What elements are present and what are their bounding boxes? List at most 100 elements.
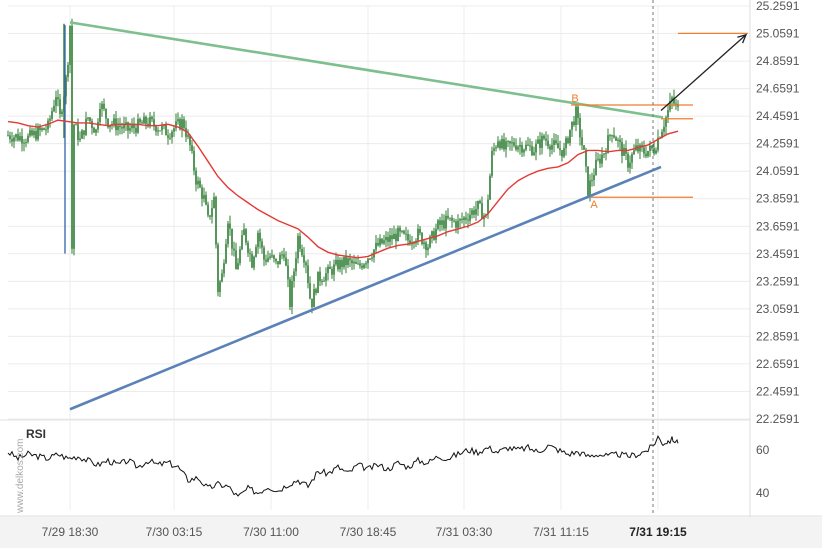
candle-body	[467, 219, 469, 221]
candle-body	[283, 254, 285, 258]
candle-body	[91, 120, 93, 128]
y-tick-label: 24.2591	[756, 137, 800, 151]
candle-body	[287, 265, 289, 280]
candle-body	[231, 228, 233, 249]
candle-body	[351, 260, 353, 264]
candle-body	[291, 281, 293, 307]
candle-body	[263, 247, 265, 260]
candle-body	[165, 124, 167, 136]
x-tick-label: 7/31 19:15	[629, 525, 687, 539]
candle-body	[469, 214, 471, 221]
candle-body	[11, 139, 13, 142]
x-tick-label: 7/30 03:15	[146, 525, 203, 539]
y-tick-label: 23.0591	[756, 302, 800, 316]
candle-body	[473, 210, 475, 215]
y-tick-label: 24.6591	[756, 82, 800, 96]
candle-body	[323, 280, 325, 282]
candle-body	[377, 242, 379, 246]
candle-body	[527, 144, 529, 146]
candle-body	[155, 125, 157, 132]
candle-body	[313, 289, 315, 308]
candle-body	[623, 147, 625, 156]
candle-body	[273, 255, 275, 259]
candle-body	[177, 119, 179, 122]
candle-body	[443, 220, 445, 229]
candle-body	[341, 260, 343, 268]
candle-body	[167, 135, 169, 138]
candle-body	[579, 117, 581, 138]
candle-body	[619, 139, 621, 143]
candle-body	[109, 125, 111, 128]
candle-body	[409, 240, 411, 245]
candle-body	[627, 153, 629, 168]
candle-body	[389, 235, 391, 242]
candle-body	[305, 262, 307, 266]
candle-body	[105, 108, 107, 119]
candle-body	[31, 130, 33, 136]
x-tick-label: 7/29 18:30	[42, 525, 99, 539]
candle-body	[277, 261, 279, 265]
candle-body	[321, 281, 323, 283]
projection-arrow-head	[737, 33, 748, 44]
candle-body	[425, 242, 427, 251]
y-tick-label: 23.6591	[756, 219, 800, 233]
candle-body	[267, 257, 269, 262]
candle-body	[497, 141, 499, 148]
candle-body	[245, 229, 247, 243]
candle-body	[77, 124, 79, 141]
candle-body	[247, 242, 249, 253]
candle-body	[309, 283, 311, 299]
candle-body	[545, 138, 547, 141]
candle-body	[605, 153, 607, 155]
candle-body	[421, 232, 423, 244]
candle-body	[71, 25, 73, 249]
candle-body	[675, 103, 677, 105]
candle-body	[145, 116, 147, 124]
candle-body	[511, 142, 513, 144]
candle-body	[427, 247, 429, 251]
candle-body	[573, 121, 575, 125]
candle-body	[397, 227, 399, 242]
candle-body	[327, 266, 329, 274]
candle-body	[559, 148, 561, 151]
candle-body	[311, 298, 313, 308]
y-tick-label: 24.4591	[756, 109, 800, 123]
candle-body	[407, 234, 409, 241]
candle-body	[99, 109, 101, 123]
candle-body	[571, 121, 573, 130]
candle-body	[515, 145, 517, 150]
candle-body	[169, 137, 171, 139]
candle-body	[235, 250, 237, 270]
candle-body	[219, 281, 221, 293]
candle-body	[49, 118, 51, 121]
candle-body	[599, 158, 601, 164]
moving-average-line	[7, 119, 679, 259]
candle-body	[481, 203, 483, 220]
candle-body	[261, 241, 263, 248]
candle-body	[345, 256, 347, 266]
candle-body	[611, 135, 613, 137]
candle-body	[335, 259, 337, 265]
candle-body	[127, 122, 129, 131]
y-tick-label: 23.4591	[756, 247, 800, 261]
candle-body	[61, 111, 63, 114]
candle-body	[75, 124, 77, 126]
rsi-tick-label: 40	[756, 486, 770, 500]
candle-body	[663, 126, 665, 132]
y-tick-label: 24.0591	[756, 164, 800, 178]
candle-body	[433, 231, 435, 240]
candle-body	[141, 122, 143, 124]
candle-body	[505, 141, 507, 150]
point-label: A	[590, 199, 598, 211]
candle-body	[465, 217, 467, 220]
candle-body	[453, 220, 455, 222]
candle-body	[353, 261, 355, 264]
candle-body	[15, 134, 17, 138]
candle-body	[331, 269, 333, 275]
candle-body	[547, 140, 549, 147]
candle-body	[541, 135, 543, 148]
candle-body	[385, 237, 387, 241]
candle-body	[215, 197, 217, 245]
candle-body	[161, 125, 163, 131]
